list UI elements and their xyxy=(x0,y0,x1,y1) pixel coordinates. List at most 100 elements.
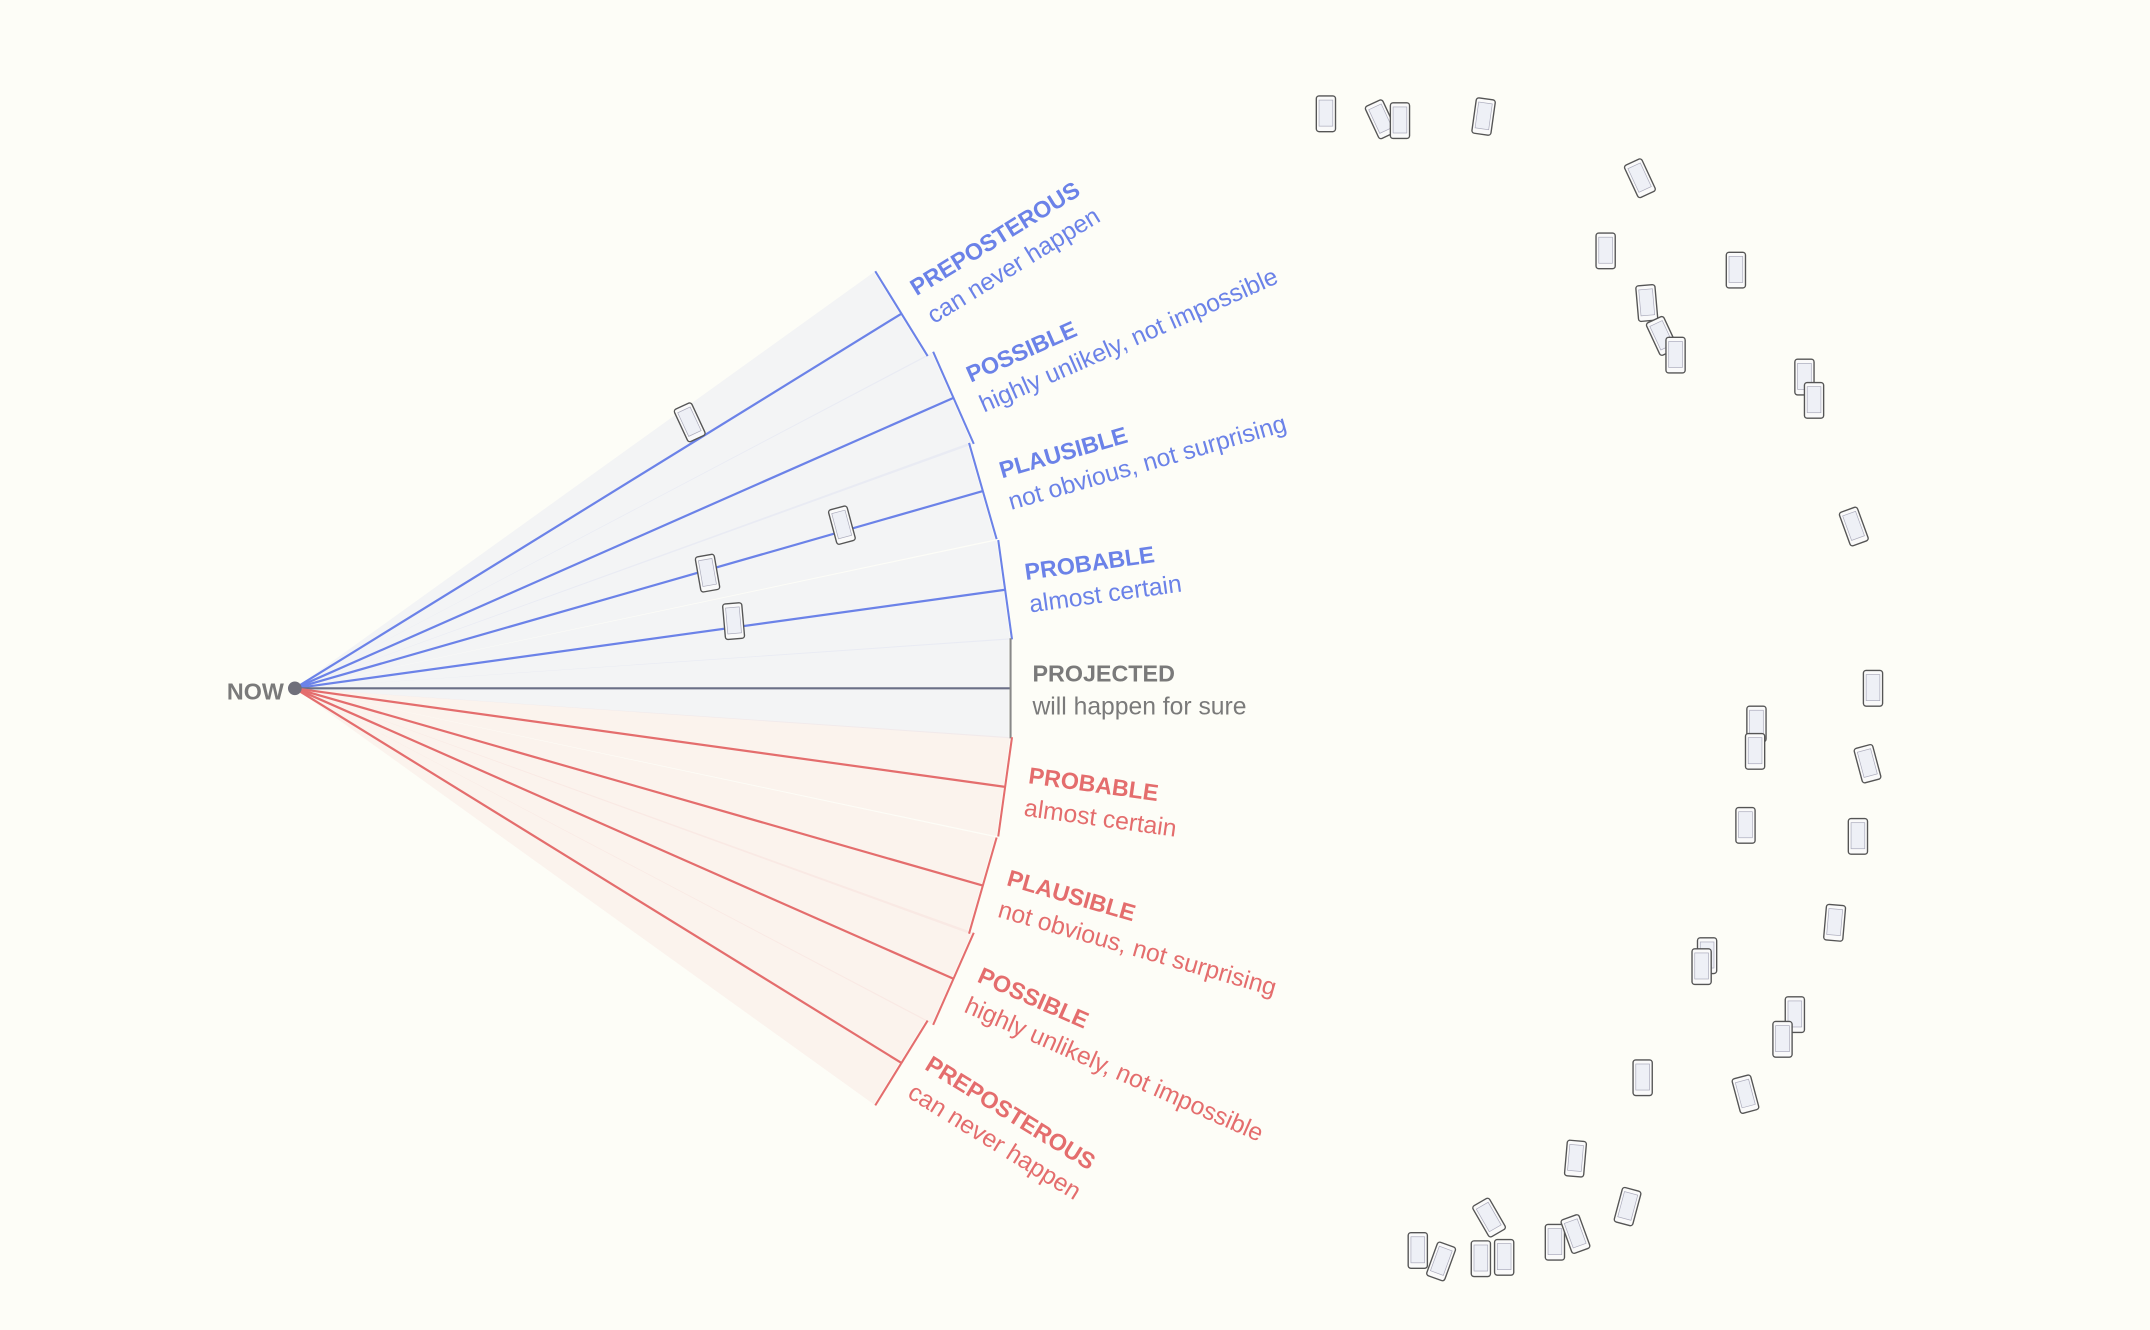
cone-line xyxy=(294,687,954,980)
phone-screen xyxy=(1775,1025,1790,1053)
cone-tick xyxy=(968,442,998,540)
cone-line xyxy=(294,687,903,1064)
phone-screen xyxy=(1826,908,1844,937)
phone-icon xyxy=(1472,1197,1506,1238)
cone-tick xyxy=(874,1020,929,1106)
phone-screen xyxy=(1668,341,1683,368)
phone-screen xyxy=(1850,822,1866,850)
cone-fan xyxy=(294,688,927,1105)
phone-screen xyxy=(1638,288,1656,317)
cone-fan xyxy=(294,688,1011,837)
cone-fan xyxy=(294,540,1011,689)
phone-icon xyxy=(1632,1059,1653,1097)
cone-tick xyxy=(997,737,1014,837)
cone-tick xyxy=(932,932,975,1026)
phone-icon xyxy=(1426,1241,1457,1282)
phone-screen xyxy=(1368,103,1393,134)
phone-icon xyxy=(1471,97,1496,136)
phone-icon xyxy=(1823,903,1847,942)
phone-screen xyxy=(1787,1000,1803,1028)
cone-tick xyxy=(997,539,1014,640)
phone-screen xyxy=(1738,811,1753,839)
phone-icon xyxy=(827,505,856,545)
phone-icon xyxy=(1560,1214,1591,1254)
phone-screen xyxy=(1598,236,1613,264)
cone-line xyxy=(294,588,1006,690)
phone-icon xyxy=(1847,817,1869,855)
cone-line xyxy=(294,312,903,690)
phone-icon xyxy=(1623,158,1656,199)
phone-screen xyxy=(1475,1201,1502,1233)
cone-fan xyxy=(294,688,973,1025)
future-subtitle: will happen for sure xyxy=(1031,693,1246,720)
cone-tick xyxy=(932,351,975,445)
phone-screen xyxy=(1734,1078,1756,1109)
phone-screen xyxy=(1410,1236,1425,1264)
phone-icon xyxy=(1838,506,1869,547)
cone-tick xyxy=(874,270,929,357)
phone-screen xyxy=(1749,709,1764,737)
phone-screen xyxy=(1627,162,1652,193)
phones xyxy=(673,95,1884,1282)
phone-icon xyxy=(1635,283,1659,323)
cone-tick xyxy=(968,837,998,934)
phone-icon xyxy=(1772,1020,1793,1058)
phone-icon xyxy=(1364,99,1397,140)
phone-screen xyxy=(1865,674,1881,701)
phone-icon xyxy=(1853,743,1882,784)
phone-icon xyxy=(1744,732,1766,770)
phone-screen xyxy=(725,606,742,635)
phone-icon xyxy=(1613,1186,1642,1227)
future-label: PROJECTED will happen for sure xyxy=(1031,660,1246,720)
phone-icon xyxy=(1665,336,1686,374)
now-label: NOW xyxy=(227,678,284,704)
phone-screen xyxy=(1617,1191,1639,1221)
phone-screen xyxy=(1318,99,1334,127)
phone-icon xyxy=(1784,996,1806,1034)
phone-screen xyxy=(1496,1243,1512,1271)
phone-screen xyxy=(1694,952,1709,980)
cone-fan xyxy=(294,352,973,689)
phone-screen xyxy=(677,406,702,437)
phone-screen xyxy=(1547,1228,1563,1255)
phone-screen xyxy=(1429,1245,1453,1276)
phone-icon xyxy=(1407,1231,1429,1269)
phone-icon xyxy=(1725,251,1747,289)
phone-screen xyxy=(1728,256,1744,283)
phone-screen xyxy=(698,558,717,587)
phone-icon xyxy=(1563,1139,1588,1178)
cone-fan xyxy=(294,688,995,934)
future-title: PROJECTED xyxy=(1032,660,1174,686)
phone-screen xyxy=(1392,106,1408,134)
phone-icon xyxy=(1731,1074,1760,1114)
phone-screen xyxy=(1635,1063,1650,1091)
phone-screen xyxy=(1473,1244,1489,1272)
phone-icon xyxy=(1544,1223,1566,1261)
phone-screen xyxy=(1563,1218,1587,1249)
cone-lines xyxy=(294,270,1014,1106)
phone-icon xyxy=(1315,95,1337,133)
phone-icon xyxy=(1735,806,1756,844)
phone-icon xyxy=(673,402,706,443)
cone-line xyxy=(294,396,954,690)
cone-fan xyxy=(294,272,927,689)
phone-icon xyxy=(722,602,746,641)
phone-screen xyxy=(1842,510,1865,541)
cone-line xyxy=(294,687,984,887)
now-dot xyxy=(287,681,302,696)
cone-line xyxy=(294,489,984,690)
phone-icon xyxy=(1595,232,1616,270)
phone-screen xyxy=(1856,748,1878,778)
phone-icon xyxy=(1470,1240,1492,1278)
phone-screen xyxy=(1747,737,1763,765)
cone-line xyxy=(294,687,1006,788)
cone-fan xyxy=(294,443,995,689)
phone-icon xyxy=(1691,948,1712,986)
